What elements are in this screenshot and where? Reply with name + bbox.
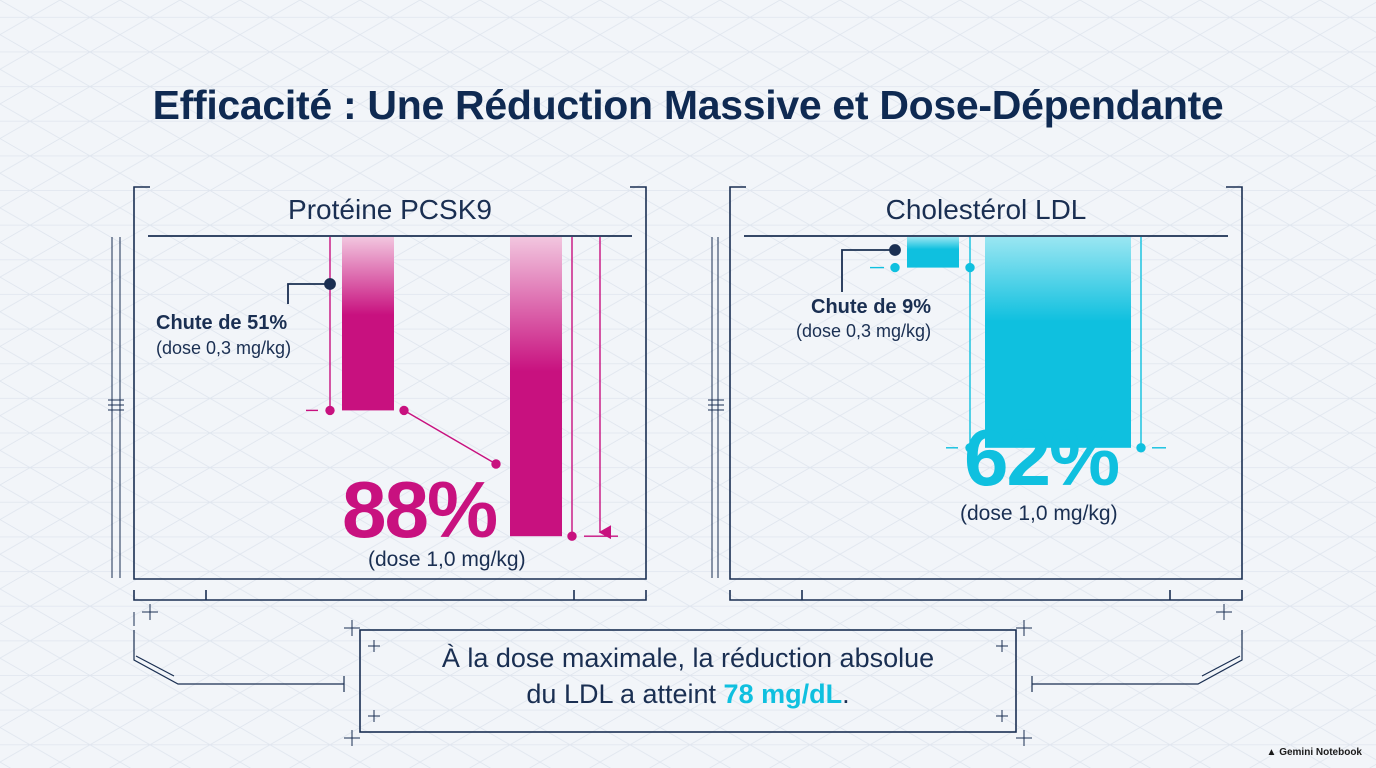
brand-watermark: ▲ Gemini Notebook <box>1267 747 1362 758</box>
summary-text: À la dose maximale, la réduction absolue… <box>360 640 1016 712</box>
callout-leaders <box>287 244 901 304</box>
summary-line-2: du LDL a atteint 78 mg/dL. <box>360 676 1016 712</box>
dot-pcsk9-low-left <box>325 405 335 416</box>
ldl-high-value: 62% <box>964 413 1120 502</box>
panel-frame-right <box>708 186 1243 692</box>
bar-pcsk9-low-dose <box>342 237 394 411</box>
pcsk9-low-dose: (dose 0,3 mg/kg) <box>156 338 292 358</box>
dot-pcsk9-high <box>567 531 577 541</box>
dot-pcsk9-connector <box>491 459 501 469</box>
ldl-high-dose: (dose 1,0 mg/kg) <box>960 502 1118 525</box>
chart-ldl <box>870 237 1166 453</box>
bar-ldl-low-dose <box>907 237 959 268</box>
bar-ldl-high-dose <box>985 237 1131 448</box>
panel-frame-left <box>108 186 647 692</box>
dot-ldl-high-left <box>965 443 975 453</box>
pcsk9-high-value: 88% <box>342 465 498 554</box>
pcsk9-high-dose: (dose 1,0 mg/kg) <box>368 548 526 571</box>
summary-line-2-prefix: du LDL a atteint <box>526 679 724 709</box>
chart-pcsk9 <box>306 237 618 541</box>
sparkle-icon: ▲ <box>1266 747 1280 758</box>
pcsk9-low-label: Chute de 51% <box>156 312 288 334</box>
chart-title-ldl: Cholestérol LDL <box>885 194 1087 225</box>
bar-pcsk9-high-dose <box>510 237 562 537</box>
connector-pcsk9 <box>403 409 497 465</box>
brand-text: Gemini Notebook <box>1279 747 1362 758</box>
annotation-lines-ldl <box>870 237 1166 453</box>
summary-highlight-value: 78 mg/dL <box>723 679 843 709</box>
summary-line-2-suffix: . <box>842 679 850 709</box>
summary-line-1: À la dose maximale, la réduction absolue <box>441 643 935 673</box>
summary-box-frame <box>344 620 1032 746</box>
dot-ldl-high-right <box>1136 443 1146 453</box>
annotation-lines-pcsk9 <box>306 237 618 541</box>
page-title: Efficacité : Une Réduction Massive et Do… <box>152 82 1224 128</box>
dot-ldl-low-left <box>890 262 900 273</box>
chart-title-pcsk9: Protéine PCSK9 <box>288 194 492 225</box>
ldl-low-label: Chute de 9% <box>811 296 932 318</box>
ldl-low-dose: (dose 0,3 mg/kg) <box>796 321 932 341</box>
